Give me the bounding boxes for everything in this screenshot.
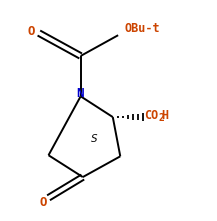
Text: N: N [76, 87, 83, 99]
Text: O: O [39, 196, 47, 209]
Text: 2: 2 [158, 113, 164, 123]
Text: CO: CO [144, 109, 158, 122]
Text: H: H [162, 109, 169, 122]
Text: S: S [91, 134, 98, 144]
Text: O: O [28, 25, 35, 38]
Text: OBu-t: OBu-t [125, 22, 160, 35]
